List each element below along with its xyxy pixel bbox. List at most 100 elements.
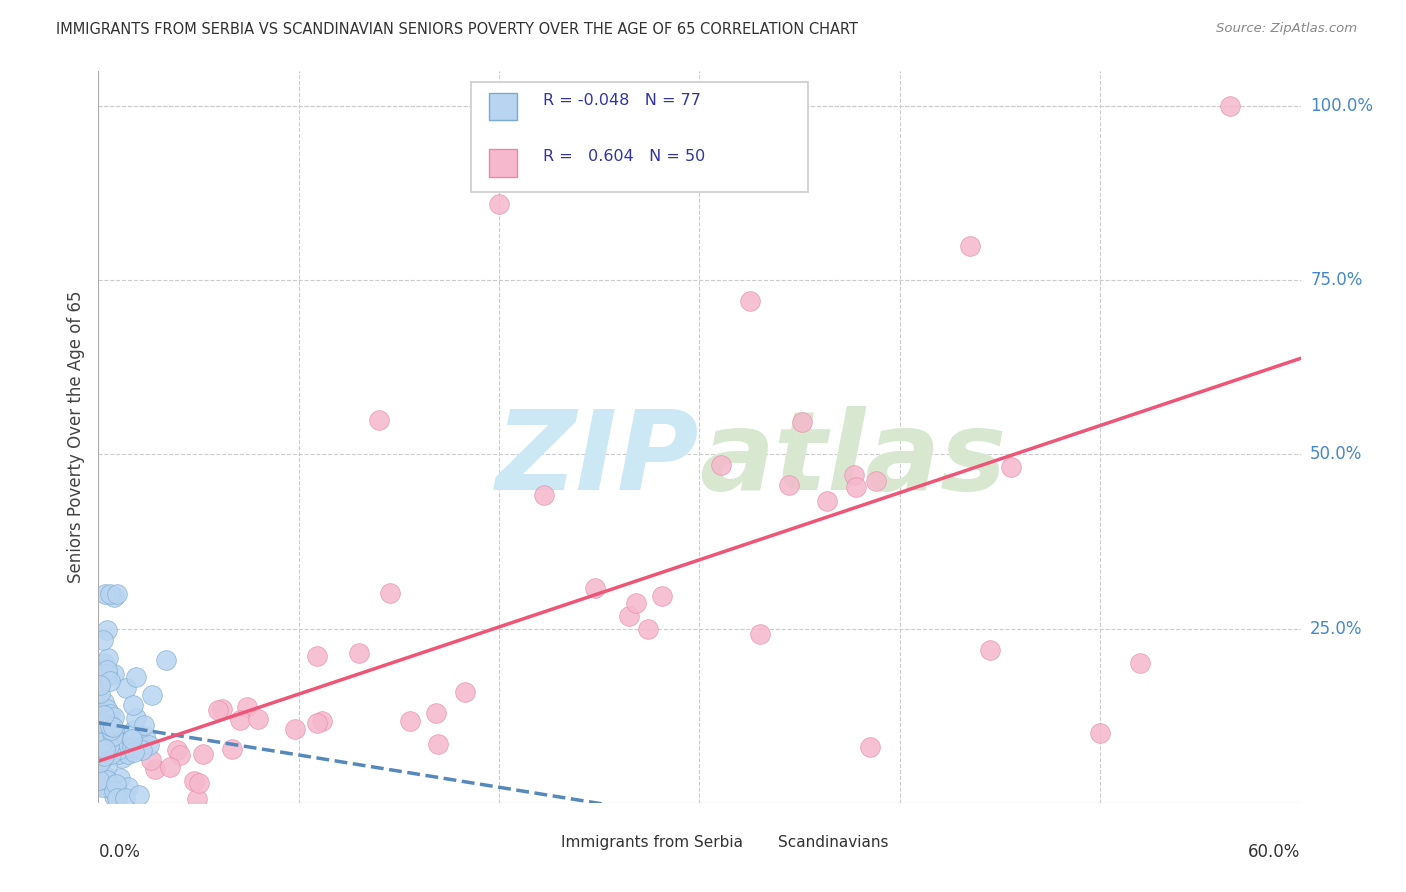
Point xyxy=(122,723,145,737)
Text: R = -0.048   N = 77: R = -0.048 N = 77 xyxy=(543,93,702,108)
Point xyxy=(141,688,163,702)
Point xyxy=(619,609,641,624)
Point xyxy=(1088,726,1111,740)
Point xyxy=(117,780,139,794)
Text: ZIP: ZIP xyxy=(496,406,699,513)
Point xyxy=(98,739,121,753)
Point xyxy=(131,743,153,757)
Point xyxy=(347,646,370,660)
Point xyxy=(120,731,142,746)
Point xyxy=(134,717,156,731)
Point xyxy=(186,792,208,806)
Point xyxy=(738,294,761,309)
Text: 50.0%: 50.0% xyxy=(1310,445,1362,464)
Point xyxy=(169,747,191,762)
Point xyxy=(246,712,269,726)
Text: Immigrants from Serbia: Immigrants from Serbia xyxy=(561,835,744,850)
Point xyxy=(979,642,1001,657)
Point xyxy=(307,715,329,730)
Point xyxy=(842,467,865,482)
Point xyxy=(128,735,150,749)
Point xyxy=(159,760,181,774)
Text: 100.0%: 100.0% xyxy=(1310,97,1374,115)
Point xyxy=(399,714,422,729)
FancyBboxPatch shape xyxy=(517,825,555,859)
Point xyxy=(1000,460,1022,475)
Point xyxy=(96,623,118,637)
Point xyxy=(1219,99,1241,113)
Point xyxy=(108,771,131,785)
Point xyxy=(454,684,477,698)
Point xyxy=(93,708,115,723)
Point xyxy=(111,750,134,764)
Text: R =   0.604   N = 50: R = 0.604 N = 50 xyxy=(543,150,706,164)
Point xyxy=(91,735,114,749)
Point xyxy=(91,752,114,766)
Point xyxy=(103,723,125,737)
Point xyxy=(583,581,606,595)
Point xyxy=(125,670,148,684)
Point xyxy=(1129,657,1152,671)
Point xyxy=(124,732,146,747)
Point xyxy=(100,747,122,761)
Text: IMMIGRANTS FROM SERBIA VS SCANDINAVIAN SENIORS POVERTY OVER THE AGE OF 65 CORREL: IMMIGRANTS FROM SERBIA VS SCANDINAVIAN S… xyxy=(56,22,858,37)
Point xyxy=(792,415,814,429)
Point xyxy=(865,474,887,488)
Point xyxy=(89,678,111,692)
Point xyxy=(221,741,243,756)
Point xyxy=(105,777,128,791)
Point xyxy=(103,591,125,605)
Point xyxy=(93,716,115,731)
Point xyxy=(368,412,391,426)
Point xyxy=(845,480,868,494)
Point xyxy=(87,773,110,788)
Point xyxy=(143,763,166,777)
FancyBboxPatch shape xyxy=(471,82,807,192)
Point xyxy=(166,743,188,757)
Point xyxy=(103,667,125,681)
Point xyxy=(98,781,121,796)
Point xyxy=(488,196,510,211)
Point xyxy=(651,589,673,603)
Point xyxy=(96,670,118,684)
Point xyxy=(307,648,329,663)
Text: atlas: atlas xyxy=(699,406,1007,513)
Point xyxy=(778,478,800,492)
Point xyxy=(121,731,143,746)
Point xyxy=(229,713,252,727)
Point xyxy=(96,759,118,773)
Point xyxy=(93,769,115,783)
Point xyxy=(183,774,205,789)
Point xyxy=(108,742,131,756)
Point xyxy=(155,653,177,667)
Point xyxy=(121,698,143,712)
Point xyxy=(98,587,121,601)
Text: 0.0%: 0.0% xyxy=(98,843,141,861)
Text: 75.0%: 75.0% xyxy=(1310,271,1362,289)
Text: 25.0%: 25.0% xyxy=(1310,620,1362,638)
Point xyxy=(128,788,150,802)
Point xyxy=(93,657,115,671)
Point xyxy=(98,719,121,733)
FancyBboxPatch shape xyxy=(733,825,772,859)
FancyBboxPatch shape xyxy=(489,149,517,177)
Point xyxy=(89,705,111,719)
Point xyxy=(125,711,148,725)
Point xyxy=(311,714,333,728)
Point xyxy=(959,238,981,252)
Text: 60.0%: 60.0% xyxy=(1249,843,1301,861)
Point xyxy=(748,626,770,640)
Point xyxy=(96,773,118,788)
Point xyxy=(533,488,555,502)
Point xyxy=(103,729,125,743)
Point xyxy=(93,748,115,763)
Point xyxy=(101,720,124,734)
Point xyxy=(122,745,145,759)
Point xyxy=(710,458,733,473)
Point xyxy=(96,651,118,665)
Point xyxy=(89,755,111,769)
Point xyxy=(117,747,139,761)
Text: Source: ZipAtlas.com: Source: ZipAtlas.com xyxy=(1216,22,1357,36)
Point xyxy=(188,776,211,790)
Point xyxy=(114,791,136,805)
